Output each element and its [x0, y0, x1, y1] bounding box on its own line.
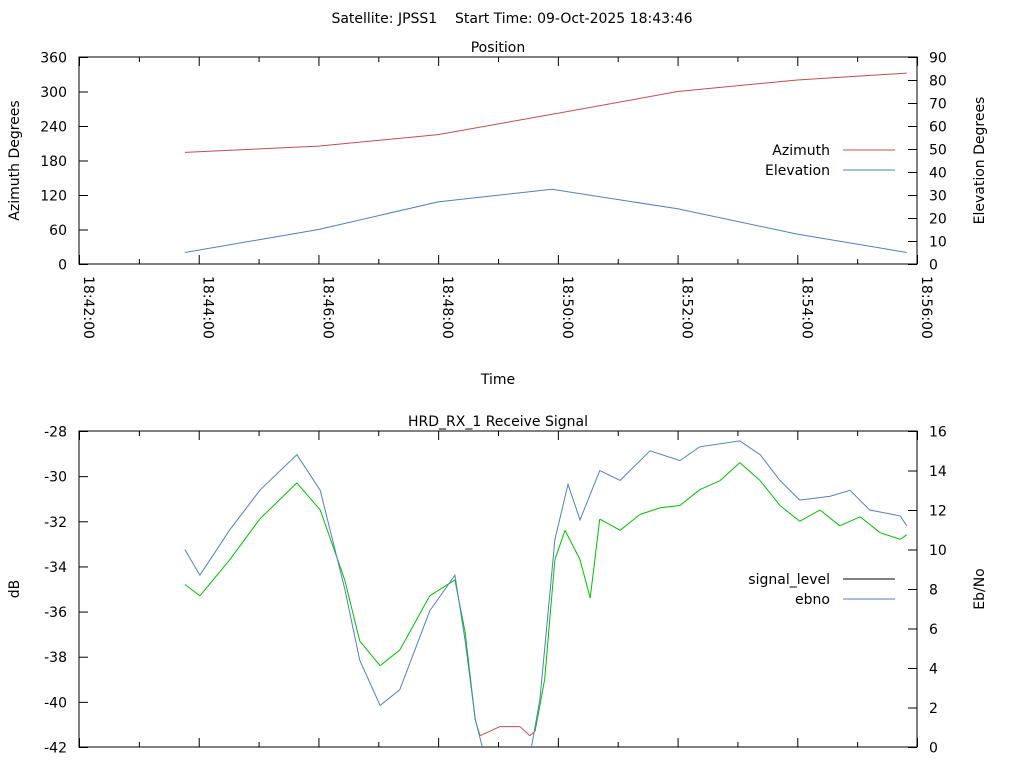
y2-tick-label: 10: [929, 543, 947, 559]
series-signal_level-segment: [589, 518, 601, 599]
y-tick-label: -32: [44, 515, 67, 531]
legend-label-ebno: ebno: [795, 592, 830, 608]
x-tick-label: 18:50:00: [559, 276, 575, 339]
series-signal_level-segment: [599, 518, 621, 531]
y-tick-label: 300: [40, 85, 67, 101]
y2-tick-label: 14: [929, 464, 947, 480]
series-signal_level-segment: [544, 559, 556, 680]
y2-tick-label: 4: [929, 662, 938, 678]
y-axis-label: Azimuth Degrees: [7, 100, 23, 220]
series-signal_level-segment: [579, 559, 591, 599]
y2-axis-label: Elevation Degrees: [972, 97, 988, 225]
series-signal_level-segment: [399, 595, 431, 651]
y2-tick-label: 30: [929, 189, 947, 205]
y2-tick-label: 8: [929, 583, 938, 599]
series-signal_level-segment: [619, 514, 641, 531]
series-ebno-line: [184, 440, 908, 747]
x-tick-label: 18:48:00: [439, 276, 455, 339]
series-signal_level-segment: [554, 530, 566, 560]
series-signal_level-segment: [699, 480, 721, 491]
series-Elevation-line: [184, 188, 907, 253]
y2-tick-label: 12: [929, 504, 947, 520]
y2-tick-label: 16: [929, 425, 947, 441]
plot-frame: [78, 430, 918, 748]
y2-tick-label: 0: [929, 741, 938, 757]
series-signal_level-segment: [564, 530, 581, 560]
y2-tick-label: 10: [929, 235, 947, 251]
y2-axis-label: Eb/No: [972, 568, 988, 610]
y-tick-label: -30: [44, 470, 67, 486]
y2-tick-label: 60: [929, 120, 947, 136]
series-signal_level-segment: [859, 516, 881, 533]
legend-label-signal_level: signal_level: [748, 572, 830, 588]
series-signal_level-segment: [199, 559, 231, 597]
series-signal_level-segment: [879, 532, 901, 540]
y2-tick-label: 90: [929, 51, 947, 67]
series-signal_level-segment: [660, 504, 681, 509]
y-tick-label: 180: [40, 154, 67, 170]
series-signal_level-segment: [719, 462, 741, 482]
y-tick-label: -36: [44, 605, 67, 621]
y2-tick-label: 6: [929, 622, 938, 638]
series-signal_level-segment: [379, 649, 401, 667]
series-signal_level-segment: [839, 516, 861, 527]
header-title: Satellite: JPSS1 Start Time: 09-Oct-2025…: [331, 11, 692, 27]
series-signal_level-segment: [359, 640, 381, 667]
y-tick-label: 240: [40, 120, 67, 136]
series-signal_level-segment: [534, 679, 546, 732]
series-signal_level-segment: [819, 509, 841, 527]
y2-tick-label: 40: [929, 166, 947, 182]
series-signal_level-segment: [229, 518, 261, 560]
chart-title: Position: [471, 40, 526, 56]
series-signal_level-segment: [739, 462, 761, 482]
y2-tick-label: 20: [929, 212, 947, 228]
series-group: [184, 72, 907, 253]
x-tick-label: 18:46:00: [319, 276, 335, 339]
series-signal_level-segment: [479, 726, 501, 737]
chart-title: HRD_RX_1 Receive Signal: [408, 414, 588, 430]
x-tick-label: 18:54:00: [798, 276, 814, 339]
series-signal_level-segment: [429, 579, 456, 597]
y-tick-label: -38: [44, 650, 67, 666]
y-tick-label: 0: [58, 258, 67, 274]
x-tick-label: 18:56:00: [918, 276, 934, 339]
series-signal_level-segment: [899, 534, 908, 540]
y-tick-label: -34: [44, 560, 67, 576]
y-tick-label: -42: [44, 741, 67, 757]
x-axis-label: Time: [480, 372, 515, 388]
series-signal_level-segment: [296, 482, 321, 511]
y-axis-label: dB: [7, 580, 23, 599]
y2-tick-label: 70: [929, 97, 947, 113]
y-tick-label: -28: [44, 425, 67, 441]
series-Azimuth-line: [184, 72, 907, 153]
y-tick-label: 120: [40, 189, 67, 205]
receive-signal-chart: HRD_RX_1 Receive Signal -42 -40 -38 -36 -34 -3…: [7, 414, 988, 757]
y-tick-label: -40: [44, 695, 67, 711]
y-tick-label: 60: [49, 223, 67, 239]
series-signal_level-segment: [639, 507, 661, 515]
series-signal_level-segment: [799, 509, 821, 522]
series-signal_level-segment: [344, 579, 361, 642]
y2-tick-label: 0: [929, 258, 938, 274]
series-signal_level-segment: [319, 509, 346, 581]
series-signal_level-segment: [779, 505, 800, 522]
series-group: [184, 440, 908, 747]
position-chart: Position 18:42:00 18:44:00 18:46:00 18:48:00…: [7, 40, 988, 388]
y2-tick-label: 2: [929, 701, 938, 717]
series-signal_level-segment: [259, 482, 298, 520]
y-tick-label: 360: [40, 51, 67, 67]
series-signal_level-segment: [184, 584, 201, 597]
x-tick-label: 18:44:00: [200, 276, 216, 339]
x-tick-label: 18:42:00: [80, 276, 96, 339]
y2-tick-label: 50: [929, 143, 947, 159]
legend-label-Elevation: Elevation: [765, 163, 830, 179]
y2-tick-label: 80: [929, 74, 947, 90]
x-tick-label: 18:52:00: [679, 276, 695, 339]
series-signal_level-segment: [519, 726, 531, 737]
legend-label-Azimuth: Azimuth: [772, 143, 830, 159]
series-signal_level-segment: [759, 480, 781, 506]
series-signal_level-segment: [679, 489, 701, 506]
